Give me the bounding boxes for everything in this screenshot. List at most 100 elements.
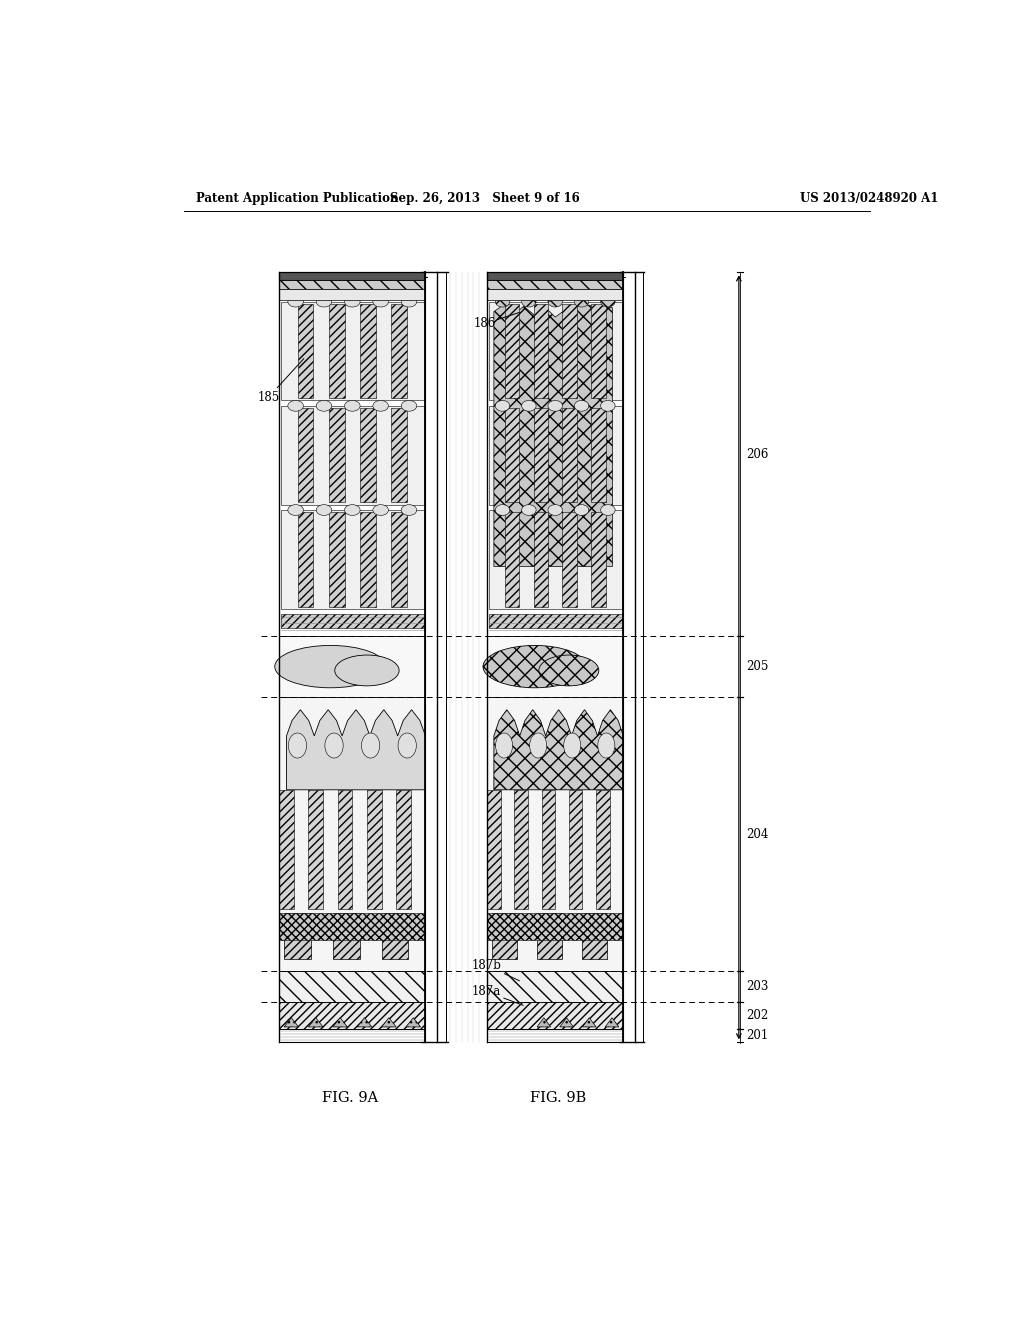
Polygon shape (382, 1018, 396, 1027)
Ellipse shape (401, 400, 417, 412)
Ellipse shape (601, 296, 615, 308)
Bar (487, 272, 624, 280)
Bar (487, 1002, 624, 1028)
Bar (280, 1002, 425, 1028)
Bar (505, 512, 519, 607)
Bar (562, 304, 577, 399)
Bar (488, 510, 622, 609)
Text: 202: 202 (746, 1008, 769, 1022)
Polygon shape (537, 1018, 551, 1027)
Bar (360, 512, 376, 607)
Bar (360, 408, 376, 503)
Bar (280, 272, 425, 280)
Bar (487, 913, 624, 940)
Ellipse shape (548, 296, 562, 308)
Bar (592, 408, 606, 503)
Ellipse shape (325, 733, 343, 758)
Bar (391, 512, 407, 607)
Ellipse shape (574, 504, 589, 515)
Bar (280, 789, 294, 909)
Text: 187b: 187b (472, 958, 519, 981)
Bar (487, 280, 624, 289)
Ellipse shape (316, 400, 332, 412)
Bar (592, 304, 606, 399)
Bar (281, 302, 424, 400)
Ellipse shape (529, 733, 547, 758)
Ellipse shape (483, 645, 587, 688)
Bar (281, 614, 424, 628)
Polygon shape (287, 710, 425, 789)
Polygon shape (284, 1018, 299, 1027)
Polygon shape (583, 1018, 596, 1027)
Polygon shape (494, 304, 612, 566)
Bar (329, 512, 344, 607)
Ellipse shape (521, 400, 537, 412)
Ellipse shape (316, 504, 332, 515)
Bar (280, 636, 425, 697)
Text: 205: 205 (746, 660, 769, 673)
Ellipse shape (288, 504, 303, 515)
Bar (487, 636, 624, 697)
Bar (308, 789, 323, 909)
Bar (329, 304, 344, 399)
Bar (333, 913, 359, 960)
Text: 204: 204 (746, 828, 769, 841)
Ellipse shape (521, 296, 537, 308)
Polygon shape (406, 1018, 421, 1027)
Bar (367, 789, 382, 909)
Bar (391, 304, 407, 399)
Bar (596, 789, 609, 909)
Bar (569, 789, 583, 909)
Bar (534, 512, 548, 607)
Ellipse shape (344, 400, 360, 412)
Bar (487, 789, 501, 909)
Text: 185: 185 (258, 359, 304, 404)
Ellipse shape (361, 733, 380, 758)
Bar (298, 408, 313, 503)
Bar (534, 408, 548, 503)
Text: US 2013/0248920 A1: US 2013/0248920 A1 (801, 191, 939, 205)
Text: FIG. 9B: FIG. 9B (529, 1090, 586, 1105)
Bar (382, 913, 409, 960)
Bar (487, 697, 624, 970)
Bar (592, 512, 606, 607)
Ellipse shape (316, 296, 332, 308)
Text: Sep. 26, 2013   Sheet 9 of 16: Sep. 26, 2013 Sheet 9 of 16 (390, 191, 580, 205)
Polygon shape (605, 1018, 618, 1027)
Polygon shape (494, 710, 624, 789)
Bar (281, 405, 424, 504)
Bar (505, 304, 519, 399)
Bar (514, 789, 528, 909)
Ellipse shape (539, 655, 599, 686)
Bar (488, 614, 622, 628)
Ellipse shape (288, 296, 303, 308)
Text: 206: 206 (746, 447, 769, 461)
Bar (298, 304, 313, 399)
Bar (487, 272, 624, 636)
Bar (280, 1028, 425, 1043)
Bar (360, 304, 376, 399)
Bar (280, 913, 425, 940)
Bar (488, 405, 622, 504)
Bar (542, 789, 555, 909)
Bar (487, 970, 624, 1002)
Bar (487, 289, 624, 300)
Bar (280, 1028, 425, 1043)
Ellipse shape (401, 504, 417, 515)
Bar (505, 408, 519, 503)
Text: 201: 201 (746, 1028, 769, 1041)
Ellipse shape (335, 655, 399, 686)
Ellipse shape (601, 504, 615, 515)
Ellipse shape (288, 400, 303, 412)
Ellipse shape (574, 400, 589, 412)
Ellipse shape (373, 296, 388, 308)
Ellipse shape (373, 400, 388, 412)
Text: 186: 186 (473, 313, 519, 330)
Ellipse shape (496, 296, 510, 308)
Bar (280, 970, 425, 1002)
Bar (280, 289, 425, 300)
Bar (562, 408, 577, 503)
Bar (487, 1028, 624, 1043)
Bar (492, 913, 516, 960)
Bar (280, 697, 425, 970)
